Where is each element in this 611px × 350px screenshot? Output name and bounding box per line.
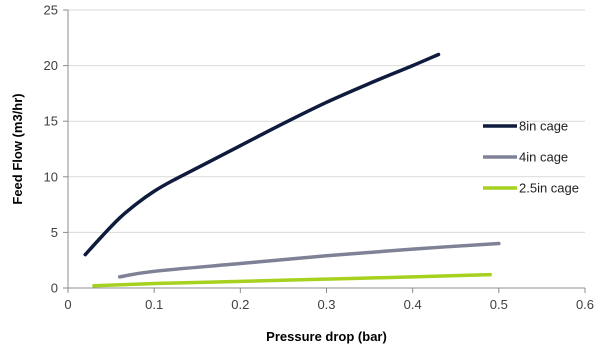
- gridlines: [68, 9, 585, 233]
- legend-label: 4in cage: [519, 150, 568, 165]
- tick-labels: 0 5 10 15 20 25 0 0.1 0.2 0.3 0.4 0.5 0.6: [44, 3, 595, 313]
- x-tick-label: 0.1: [145, 297, 163, 312]
- legend-item: 8in cage: [483, 119, 568, 134]
- x-tick-label: 0.2: [231, 297, 249, 312]
- x-axis-title: Pressure drop (bar): [266, 329, 387, 344]
- series-line-2: [117, 241, 501, 279]
- axes: [63, 9, 586, 293]
- x-tick-label: 0.5: [490, 297, 508, 312]
- y-tick-label: 10: [44, 169, 58, 184]
- legend-item: 2.5in cage: [483, 181, 579, 196]
- x-tick-label: 0.6: [576, 297, 594, 312]
- plot-area: [83, 52, 501, 288]
- y-tick-label: 5: [51, 225, 58, 240]
- x-tick-label: 0.3: [317, 297, 335, 312]
- x-tick-label: 0: [64, 297, 71, 312]
- series-line-3: [92, 272, 492, 288]
- x-tick-label: 0.4: [404, 297, 422, 312]
- legend-label: 2.5in cage: [519, 181, 579, 196]
- legend-label: 8in cage: [519, 119, 568, 134]
- y-tick-label: 20: [44, 58, 58, 73]
- y-axis-title: Feed Flow (m3/hr): [10, 93, 25, 204]
- series-line-1: [83, 52, 441, 257]
- y-tick-label: 15: [44, 114, 58, 129]
- legend-item: 4in cage: [483, 150, 568, 165]
- y-tick-label: 25: [44, 3, 58, 18]
- legend: 8in cage 4in cage 2.5in cage: [483, 119, 579, 196]
- y-tick-label: 0: [51, 281, 58, 296]
